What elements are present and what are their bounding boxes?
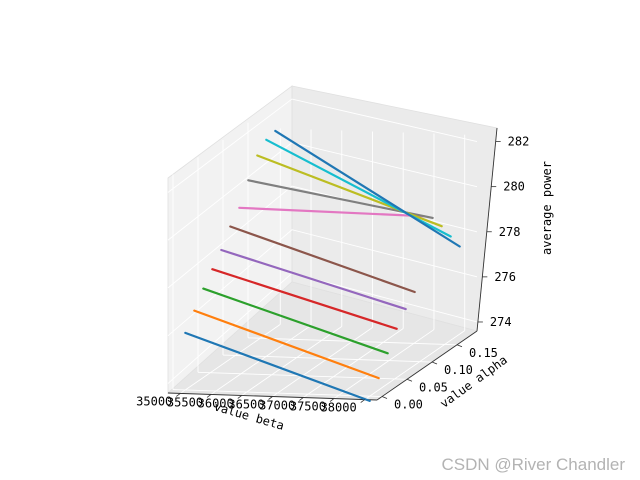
x-tick-label: 37000 [259,399,295,413]
x-tick-mark [329,398,335,402]
x-tick-mark [298,397,304,401]
x-tick-mark [206,394,212,398]
x-grid-line [272,327,373,397]
x-tick-label: 35000 [136,394,172,408]
series-line-11 [274,129,461,248]
x-tick-mark [268,396,273,400]
z-tick-label: 274 [490,315,512,329]
x-tick-mark [237,395,243,399]
x-grid-line [302,328,404,398]
z-tick-label: 282 [508,135,530,149]
y-axis-title: value alpha [437,353,510,411]
y-tick-label: 0.15 [469,346,498,360]
y-tick-label: 0.10 [444,363,473,377]
y-tick-mark [456,344,463,348]
y-grid-line [172,389,383,397]
series-line-3 [202,287,389,355]
series-line-7 [238,206,425,218]
z-axis-title: average power [540,161,554,255]
x-tick-label: 36500 [228,398,264,412]
series-line-4 [211,268,398,330]
z-tick-label: 278 [499,225,521,239]
y-tick-label: 0.05 [419,380,448,394]
y-tick-mark [431,361,438,365]
z-tick-label: 280 [503,180,525,194]
x-tick-mark [360,399,365,403]
y-tick-mark [381,396,388,399]
x-tick-label: 37500 [290,400,326,414]
y-axis-line [376,330,478,401]
x-grid-line [241,326,343,396]
y-tick-label: 0.00 [394,398,423,412]
x-tick-label: 38000 [321,401,357,415]
series-line-6 [229,225,416,294]
series-line-5 [220,248,407,311]
series-lines [184,129,461,402]
x-tick-label: 36000 [198,396,234,410]
z-tick-label: 276 [494,270,516,284]
series-line-2 [193,309,380,380]
y-tick-mark [406,378,413,382]
z-grid-line [167,229,478,337]
watermark-text: CSDN @River Chandler [441,455,625,474]
axis-panes [166,85,498,401]
series-line-9 [256,154,443,228]
z-grid-line [167,98,478,193]
z-axis-line [476,127,498,332]
x-grid-line [333,329,435,399]
x-tick-mark [176,393,181,397]
x-tick-label: 35500 [167,395,203,409]
series-line-1 [184,331,371,402]
x-grid-line [364,330,465,400]
